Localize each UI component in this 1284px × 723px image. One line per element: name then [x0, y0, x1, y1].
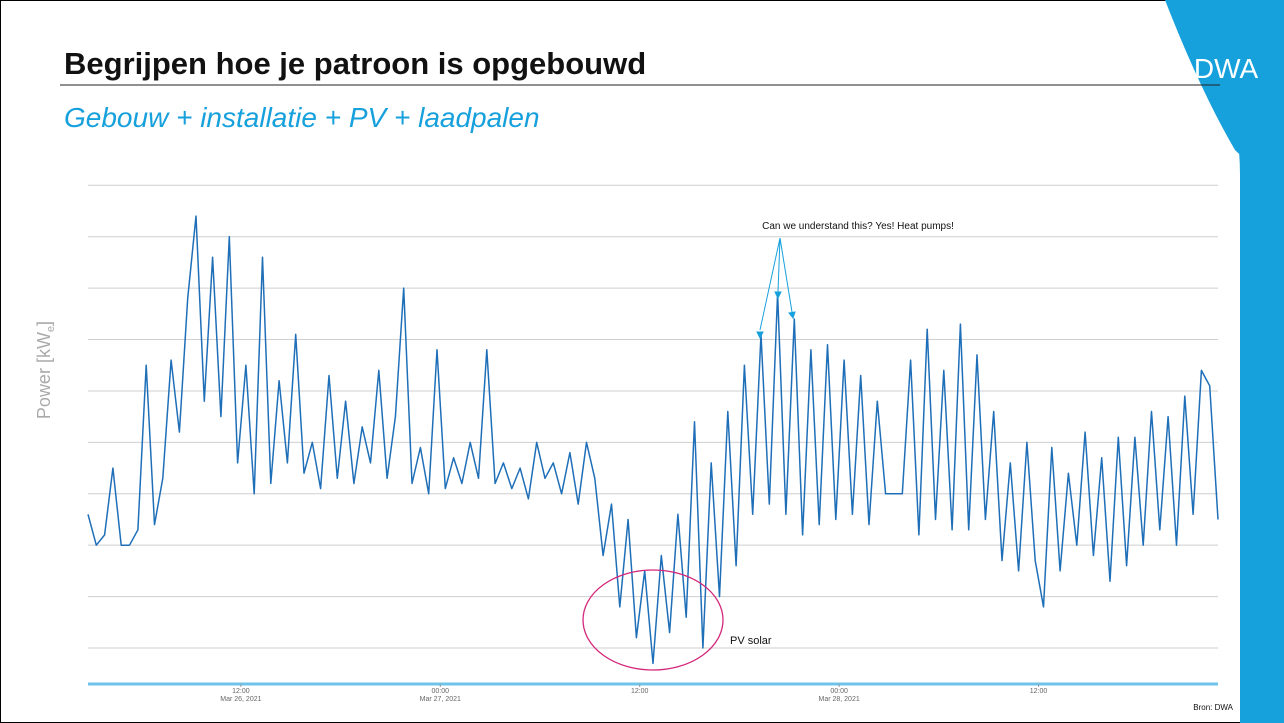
- x-tick-date: Mar 26, 2021: [220, 696, 261, 703]
- annotation-arrows: [756, 237, 796, 340]
- logo-shape: [1165, 0, 1284, 180]
- subtitle: Gebouw + installatie + PV + laadpalen: [64, 102, 540, 133]
- logo: DWA: [1194, 53, 1259, 84]
- annotation: PV solar: [730, 635, 772, 647]
- pv-highlight: [582, 569, 724, 671]
- side-band: [1195, 0, 1284, 723]
- y-label-sub: e: [45, 326, 57, 332]
- title: Begrijpen hoe je patroon is opgebouwd: [64, 46, 646, 81]
- source: Bron: DWA: [1193, 703, 1233, 712]
- annotation: Can we understand this? Yes! Heat pumps!: [762, 221, 954, 232]
- y-label-main: Power [kW: [34, 332, 54, 419]
- x-tick-date: Mar 28, 2021: [818, 696, 859, 703]
- y-label-end: ]: [34, 321, 54, 326]
- x-tick-label: 00:00: [830, 688, 848, 695]
- x-tick-label: 12:00: [631, 688, 649, 695]
- data-line: [87, 215, 1219, 665]
- x-tick-label: 00:00: [432, 688, 450, 695]
- x-tick-date: Mar 27, 2021: [420, 696, 461, 703]
- x-tick-label: 12:00: [232, 688, 250, 695]
- x-tick-label: 12:00: [1030, 688, 1048, 695]
- y-axis-label: Power [kWe]: [34, 321, 57, 419]
